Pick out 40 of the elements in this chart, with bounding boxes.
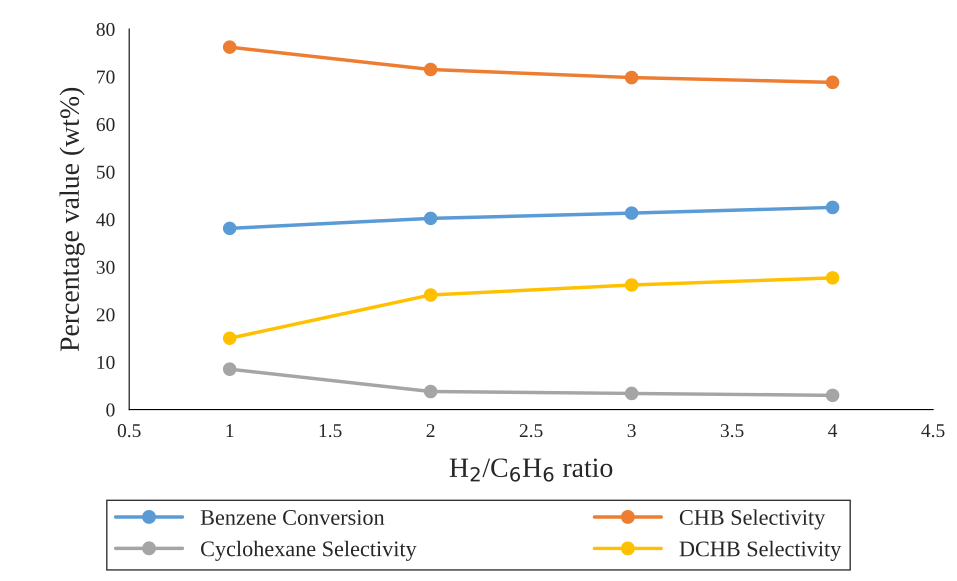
point xyxy=(424,62,438,76)
x-axis-title: H$_{2}$/C$_{6}$H$_{6}$ ratio xyxy=(450,458,612,482)
y-tick-label: 60 xyxy=(96,118,115,132)
y-tick-label: 70 xyxy=(97,70,115,84)
x-tick-label: 1.5 xyxy=(320,424,342,438)
point xyxy=(424,288,438,302)
y-tick-label: 40 xyxy=(96,213,115,226)
legend-label: Benzene Conversion xyxy=(200,510,384,525)
point xyxy=(624,386,638,400)
point xyxy=(826,388,840,402)
y-tick-label: 30 xyxy=(96,260,115,274)
x-tick-label: 3 xyxy=(628,424,636,438)
legend-label: DCHB Selectivity xyxy=(680,540,842,561)
x-tick-label: 0.5 xyxy=(118,424,141,438)
point xyxy=(424,212,438,226)
point xyxy=(222,222,236,236)
point xyxy=(222,362,236,376)
point xyxy=(826,200,840,214)
x-tick-label: 2.5 xyxy=(520,424,543,438)
legend-label: Cyclohexane Selectivity xyxy=(201,540,417,561)
point xyxy=(424,384,438,398)
y-tick-label: 80 xyxy=(96,22,115,36)
point xyxy=(624,206,638,220)
x-tick-label: 2 xyxy=(426,424,434,437)
point xyxy=(826,271,840,285)
x-tick-label: 3.5 xyxy=(720,424,744,438)
point xyxy=(624,70,638,84)
point xyxy=(624,278,638,292)
y-tick-label: 20 xyxy=(96,308,115,322)
y-tick-label: 0 xyxy=(106,403,115,417)
y-tick-label: 50 xyxy=(96,166,115,179)
y-tick-label: 10 xyxy=(98,356,115,369)
legend-label: CHB Selectivity xyxy=(680,509,826,530)
point xyxy=(222,331,236,346)
x-tick-label: 4.5 xyxy=(921,424,944,438)
point xyxy=(222,40,236,54)
point xyxy=(826,76,840,90)
x-tick-label: 1 xyxy=(226,424,234,437)
x-tick-label: 4 xyxy=(828,424,838,437)
y-axis-title: Percentage value (wt%) xyxy=(59,88,85,352)
